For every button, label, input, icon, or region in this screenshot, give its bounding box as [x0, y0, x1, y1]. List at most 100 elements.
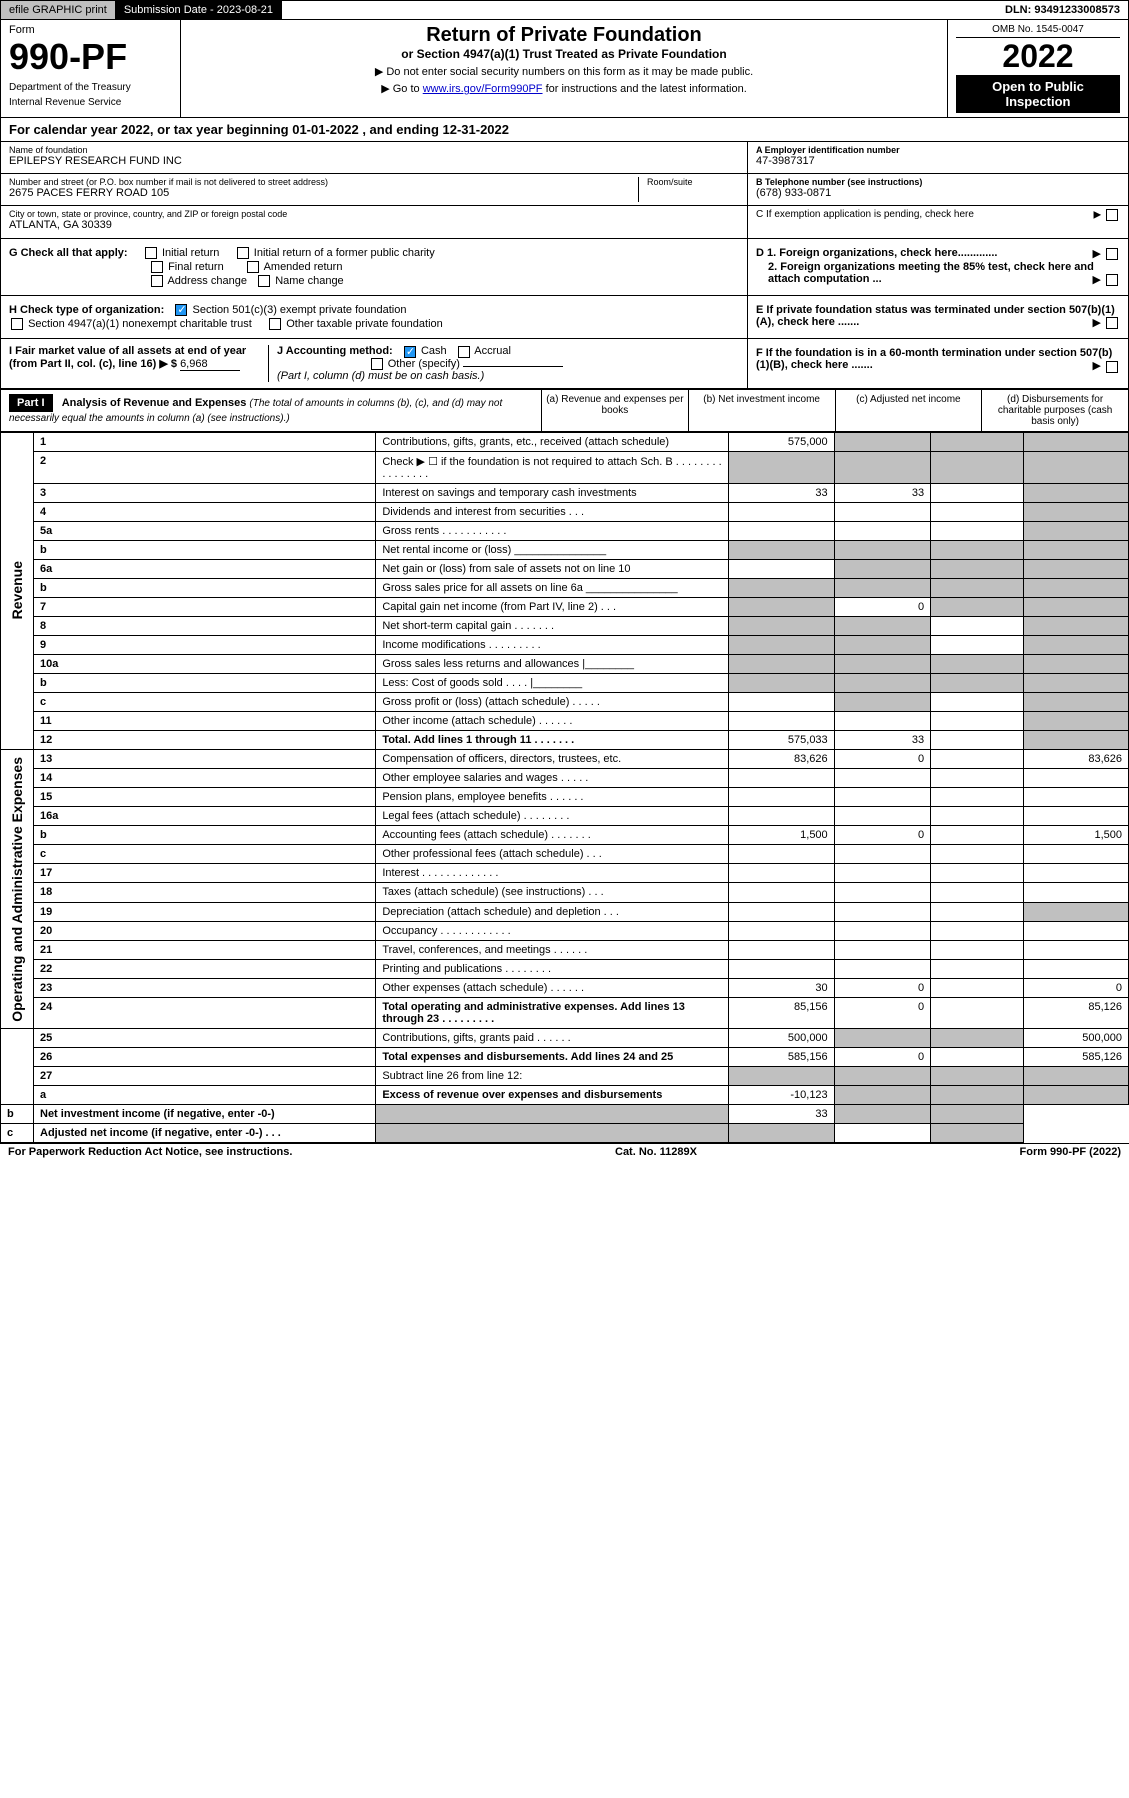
table-row: 11Other income (attach schedule) . . . .…: [1, 711, 1129, 730]
col-b-value: [834, 559, 930, 578]
col-b-value: [834, 883, 930, 902]
col-c-value: [931, 749, 1024, 768]
line-number: 24: [34, 998, 376, 1029]
line-label: Gross rents . . . . . . . . . . .: [376, 521, 729, 540]
table-row: 20Occupancy . . . . . . . . . . . .: [1, 921, 1129, 940]
col-b-value: [834, 787, 930, 806]
line-number: 12: [34, 730, 376, 749]
col-a-value: 575,000: [729, 432, 834, 451]
name-change-checkbox[interactable]: [258, 275, 270, 287]
col-c-value: [931, 902, 1024, 921]
col-a-value: -10,123: [729, 1086, 834, 1105]
name-label: Name of foundation: [9, 145, 739, 155]
j-label: J Accounting method:: [277, 345, 393, 357]
col-d-header: (d) Disbursements for charitable purpose…: [981, 390, 1128, 431]
phone-value: (678) 933-0871: [756, 187, 1120, 199]
address-change-checkbox[interactable]: [151, 275, 163, 287]
col-a-value: [729, 959, 834, 978]
part1-badge: Part I: [9, 394, 53, 412]
col-b-value: [834, 616, 930, 635]
amended-checkbox[interactable]: [247, 261, 259, 273]
accrual-checkbox[interactable]: [458, 346, 470, 358]
line-number: 8: [34, 616, 376, 635]
col-a-value: [729, 711, 834, 730]
line-number: 9: [34, 635, 376, 654]
col-b-value: [834, 654, 930, 673]
table-row: 2Check ▶ ☐ if the foundation is not requ…: [1, 451, 1129, 483]
col-a-value: [729, 597, 834, 616]
col-b-value: [834, 864, 930, 883]
table-row: 27Subtract line 26 from line 12:: [1, 1067, 1129, 1086]
col-b-value: [834, 521, 930, 540]
check-section-h: H Check type of organization: Section 50…: [0, 296, 1129, 339]
col-c-value: [931, 635, 1024, 654]
line-label: Total operating and administrative expen…: [376, 998, 729, 1029]
col-a-value: [376, 1124, 729, 1143]
line-label: Capital gain net income (from Part IV, l…: [376, 597, 729, 616]
col-a-value: [729, 578, 834, 597]
col-d-value: [1023, 711, 1128, 730]
d1-checkbox[interactable]: [1106, 248, 1118, 260]
paperwork-notice: For Paperwork Reduction Act Notice, see …: [8, 1146, 292, 1158]
col-a-value: [729, 635, 834, 654]
initial-former-checkbox[interactable]: [237, 247, 249, 259]
table-row: 9Income modifications . . . . . . . . .: [1, 635, 1129, 654]
col-c-value: [931, 845, 1024, 864]
col-a-value: [729, 845, 834, 864]
f-checkbox[interactable]: [1106, 361, 1118, 373]
table-row: 12Total. Add lines 1 through 11 . . . . …: [1, 730, 1129, 749]
col-d-value: [1023, 768, 1128, 787]
part1-title: Analysis of Revenue and Expenses: [62, 397, 247, 409]
col-a-value: [376, 1105, 729, 1124]
irs-link[interactable]: www.irs.gov/Form990PF: [423, 83, 543, 95]
g-label: G Check all that apply:: [9, 247, 128, 259]
col-d-value: [1023, 883, 1128, 902]
col-b-value: [729, 1124, 834, 1143]
other-taxable-checkbox[interactable]: [269, 318, 281, 330]
line-number: b: [34, 673, 376, 692]
col-a-value: [729, 1067, 834, 1086]
initial-return-checkbox[interactable]: [145, 247, 157, 259]
table-row: 15Pension plans, employee benefits . . .…: [1, 787, 1129, 806]
table-row: Operating and Administrative Expenses13C…: [1, 749, 1129, 768]
col-b-value: 0: [834, 749, 930, 768]
col-a-header: (a) Revenue and expenses per books: [541, 390, 688, 431]
e-label: E If private foundation status was termi…: [756, 304, 1115, 328]
table-row: bGross sales price for all assets on lin…: [1, 578, 1129, 597]
col-c-value: [931, 826, 1024, 845]
col-a-value: [729, 787, 834, 806]
d2-checkbox[interactable]: [1106, 274, 1118, 286]
form-subtitle: or Section 4947(a)(1) Trust Treated as P…: [189, 47, 939, 61]
e-checkbox[interactable]: [1106, 317, 1118, 329]
line-number: 4: [34, 502, 376, 521]
other-method-checkbox[interactable]: [371, 358, 383, 370]
line-number: 23: [34, 978, 376, 997]
col-d-value: [1023, 806, 1128, 825]
fmv-value: 6,968: [180, 358, 240, 371]
col-a-value: 33: [729, 483, 834, 502]
col-a-value: 30: [729, 978, 834, 997]
table-row: 18Taxes (attach schedule) (see instructi…: [1, 883, 1129, 902]
col-c-value: [931, 998, 1024, 1029]
col-d-value: [1023, 654, 1128, 673]
check-section-g: G Check all that apply: Initial return I…: [0, 239, 1129, 296]
col-a-value: 85,156: [729, 998, 834, 1029]
col-b-value: [834, 768, 930, 787]
cash-checkbox[interactable]: [404, 346, 416, 358]
col-c-value: [931, 1067, 1024, 1086]
4947-checkbox[interactable]: [11, 318, 23, 330]
col-d-value: 83,626: [1023, 749, 1128, 768]
table-row: cGross profit or (loss) (attach schedule…: [1, 692, 1129, 711]
line-number: a: [34, 1086, 376, 1105]
final-return-checkbox[interactable]: [151, 261, 163, 273]
501c3-checkbox[interactable]: [175, 304, 187, 316]
col-b-value: [834, 432, 930, 451]
col-a-value: 500,000: [729, 1029, 834, 1048]
col-a-value: [729, 540, 834, 559]
col-d-value: [1023, 1067, 1128, 1086]
pending-checkbox[interactable]: [1106, 209, 1118, 221]
addr-label: Number and street (or P.O. box number if…: [9, 177, 630, 187]
col-c-value: [834, 1105, 930, 1124]
city-label: City or town, state or province, country…: [9, 209, 739, 219]
col-b-value: [834, 959, 930, 978]
